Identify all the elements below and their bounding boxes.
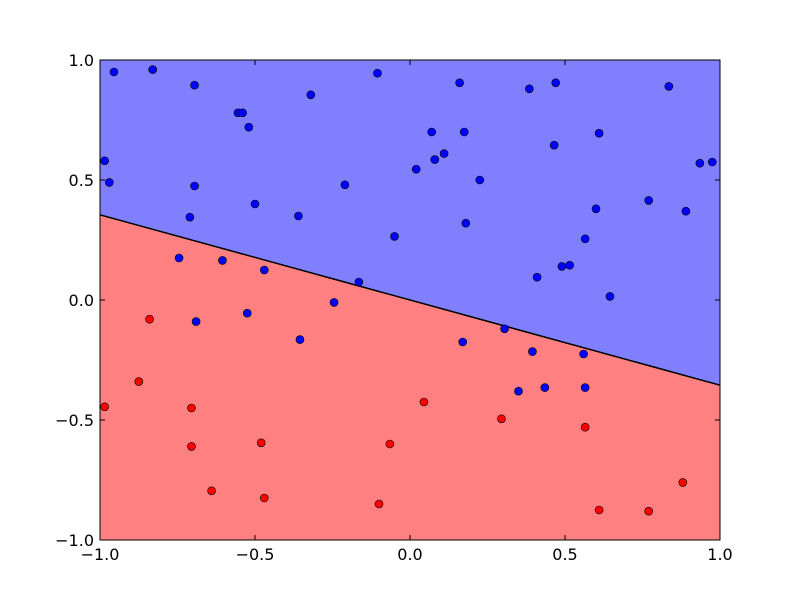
y-tick-label: −1.0 xyxy=(55,531,94,550)
data-point xyxy=(497,414,506,424)
data-point xyxy=(207,486,216,496)
data-point xyxy=(145,314,154,324)
data-point xyxy=(427,127,437,137)
data-point xyxy=(580,234,590,244)
data-point xyxy=(551,78,561,88)
data-point xyxy=(109,67,119,77)
data-point xyxy=(100,156,109,166)
data-point xyxy=(695,158,705,168)
data-point xyxy=(329,298,339,307)
x-tick-label: −0.5 xyxy=(236,545,275,564)
data-points xyxy=(100,65,717,516)
data-point xyxy=(594,128,604,138)
y-tick-label: −0.5 xyxy=(55,411,94,430)
data-point xyxy=(475,175,485,185)
data-point xyxy=(385,439,395,449)
y-tick-label: 0.5 xyxy=(69,171,94,190)
data-point xyxy=(373,68,382,78)
data-point xyxy=(187,403,196,413)
data-point xyxy=(259,493,269,503)
data-point xyxy=(100,402,109,412)
y-tick-label: 0.0 xyxy=(69,291,94,310)
data-point xyxy=(458,337,468,347)
data-point xyxy=(306,90,316,100)
data-point xyxy=(549,140,559,150)
data-point xyxy=(340,180,350,190)
data-point xyxy=(579,349,588,359)
data-point xyxy=(354,277,364,287)
x-tick-label: 1.0 xyxy=(707,545,732,564)
data-point xyxy=(374,499,384,509)
data-point xyxy=(514,386,523,396)
data-point xyxy=(707,157,717,167)
data-point xyxy=(185,212,195,222)
data-point xyxy=(644,196,654,205)
data-point xyxy=(540,383,550,392)
data-point xyxy=(580,383,590,392)
data-point xyxy=(678,478,688,487)
x-tick-label: 0.5 xyxy=(552,545,577,564)
data-point xyxy=(525,84,534,94)
y-tick-label: 1.0 xyxy=(69,51,94,70)
data-point xyxy=(174,253,184,263)
data-point xyxy=(532,272,542,282)
decision-regions xyxy=(100,60,720,540)
x-tick-label: −1.0 xyxy=(81,545,120,564)
region-above xyxy=(100,60,720,386)
decision-boundary-layer xyxy=(100,214,720,386)
data-point xyxy=(681,206,691,216)
data-point xyxy=(256,438,266,448)
data-point xyxy=(644,506,654,516)
data-point xyxy=(294,211,303,221)
data-point xyxy=(105,178,114,187)
data-point xyxy=(191,317,201,326)
data-point xyxy=(528,347,537,356)
data-point xyxy=(411,164,421,174)
data-point xyxy=(430,155,440,164)
data-point xyxy=(242,308,252,318)
data-point xyxy=(664,82,674,91)
data-point xyxy=(557,262,567,271)
data-point xyxy=(148,65,157,74)
x-tick-label: 0.0 xyxy=(397,545,422,564)
data-point xyxy=(134,377,144,386)
y-axis-tick-labels: −1.0 −0.5 0.0 0.5 1.0 xyxy=(55,51,94,550)
data-point xyxy=(439,149,449,158)
data-point xyxy=(244,122,254,132)
data-point xyxy=(455,78,464,88)
data-point xyxy=(390,232,399,241)
data-point xyxy=(591,204,601,214)
region-below xyxy=(100,214,720,540)
data-point xyxy=(500,324,509,334)
data-point xyxy=(459,127,469,137)
data-point xyxy=(594,505,604,515)
data-point xyxy=(580,422,590,432)
data-point xyxy=(419,397,429,407)
data-point xyxy=(250,199,260,209)
data-point xyxy=(565,260,574,270)
x-axis-tick-labels: −1.0 −0.5 0.0 0.5 1.0 xyxy=(81,545,733,564)
data-point xyxy=(190,181,199,191)
data-point xyxy=(605,292,615,301)
data-point xyxy=(218,256,227,265)
axis-ticks xyxy=(99,59,721,541)
data-point xyxy=(461,218,471,228)
data-point xyxy=(259,265,269,275)
data-point xyxy=(238,108,247,118)
decision-boundary-line xyxy=(100,214,720,386)
data-point xyxy=(295,335,305,344)
data-point xyxy=(187,442,196,451)
data-point xyxy=(190,80,199,90)
